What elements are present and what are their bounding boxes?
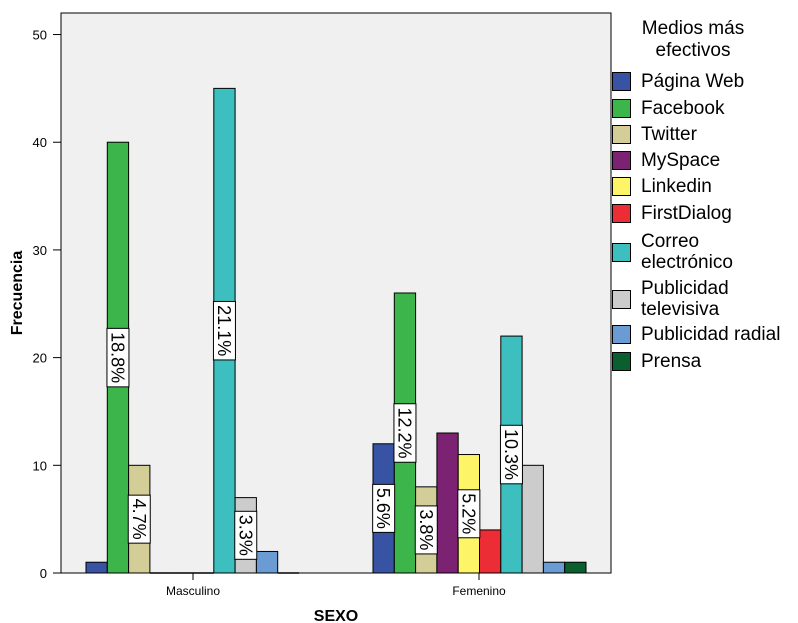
legend-swatch xyxy=(612,151,631,170)
legend-item: Linkedin xyxy=(612,176,798,197)
legend-item: FirstDialog xyxy=(612,203,798,224)
legend-label-line-1: Publicidad radial xyxy=(641,324,781,345)
legend-item: Prensa xyxy=(612,351,798,372)
legend-swatch xyxy=(612,325,631,344)
bar xyxy=(436,432,459,574)
data-label-box xyxy=(393,403,417,463)
legend-swatch xyxy=(612,72,631,91)
legend-item: Correo electrónico xyxy=(612,231,798,273)
data-label-text: 3.3% xyxy=(235,515,255,556)
data-label-text: 18.8% xyxy=(107,332,127,383)
legend-label: MySpace xyxy=(641,150,798,171)
bar xyxy=(564,561,587,574)
legend-title: Medios más efectivos xyxy=(616,18,770,62)
x-tick-label: Masculino xyxy=(166,584,220,598)
data-label-text: 5.6% xyxy=(373,488,393,529)
legend-item: Publicidad radial xyxy=(612,324,798,345)
legend-label-line-1: Correo xyxy=(641,231,700,252)
data-label-box xyxy=(414,505,438,555)
legend-swatch xyxy=(612,352,631,371)
data-label-text: 5.2% xyxy=(458,493,478,534)
data-label-text: 12.2% xyxy=(394,407,414,458)
bar xyxy=(85,561,108,574)
legend-item: Página Web xyxy=(612,71,798,92)
legend-label-line-1: Página Web xyxy=(641,71,745,92)
data-label: 10.3% xyxy=(499,424,523,485)
y-tick-label: 20 xyxy=(33,351,47,366)
data-label: 5.6% xyxy=(372,483,396,533)
legend-item: Twitter xyxy=(612,124,798,145)
legend-swatch xyxy=(612,177,631,196)
legend-label-line-1: Twitter xyxy=(641,124,697,145)
data-label-text: 21.1% xyxy=(214,305,234,356)
legend-label-line-2: televisiva xyxy=(641,299,720,320)
legend-label: Página Web xyxy=(641,71,798,92)
data-label: 3.3% xyxy=(234,510,258,560)
data-label-box xyxy=(212,300,236,361)
data-label-text: 4.7% xyxy=(129,499,149,540)
bar xyxy=(255,550,279,574)
legend-label-line-1: Publicidad xyxy=(641,278,729,299)
legend-label: FirstDialog xyxy=(641,203,798,224)
data-label-box xyxy=(372,483,396,533)
y-tick-label: 30 xyxy=(33,243,47,258)
data-label-box xyxy=(234,510,258,560)
data-label-text: 3.8% xyxy=(416,509,436,550)
data-label-text: 10.3% xyxy=(501,429,521,480)
y-tick-label: 10 xyxy=(33,458,47,473)
y-axis-title: Frecuencia xyxy=(9,251,26,336)
legend-label-line-1: Linkedin xyxy=(641,176,712,197)
data-label-box xyxy=(457,489,481,539)
legend-label-line-2: electrónico xyxy=(641,252,733,273)
data-label: 18.8% xyxy=(106,327,130,388)
legend-label: Linkedin xyxy=(641,176,798,197)
data-label: 12.2% xyxy=(393,403,417,463)
x-axis: Masculino Femenino xyxy=(166,573,506,598)
bar xyxy=(479,529,502,574)
legend-label-line-1: MySpace xyxy=(641,150,721,171)
legend-item: Publicidad televisiva xyxy=(612,278,798,320)
legend-swatch xyxy=(612,289,631,309)
legend-label: Correo electrónico xyxy=(641,231,798,273)
bar xyxy=(521,464,544,574)
legend-label-line-1: Facebook xyxy=(641,98,725,119)
x-tick-label: Femenino xyxy=(452,584,506,598)
legend-label-line-1: Prensa xyxy=(641,351,702,372)
y-axis: 0 10 20 30 40 50 xyxy=(33,28,61,581)
data-label: 4.7% xyxy=(127,494,151,544)
legend-label: Twitter xyxy=(641,124,798,145)
data-labels: 18.8% 4.7% 21.1% 3.3% 5.6% 12.2% 3.8% 5.2% 10.3% xyxy=(106,300,523,560)
legend-swatch xyxy=(612,204,631,223)
legend-label: Facebook xyxy=(641,98,798,119)
y-tick-label: 40 xyxy=(33,135,47,150)
data-label-box xyxy=(499,424,523,485)
x-axis-title: SEXO xyxy=(314,608,358,623)
legend: Medios más efectivos Página Web Facebook T… xyxy=(612,18,798,372)
y-tick-label: 50 xyxy=(33,28,47,43)
legend-title-line-1: Medios más xyxy=(641,18,745,39)
legend-item: MySpace xyxy=(612,150,798,171)
data-label-box xyxy=(106,327,130,388)
data-label-box xyxy=(127,494,151,544)
legend-swatch xyxy=(612,99,631,118)
legend-swatch xyxy=(612,242,631,262)
data-label: 3.8% xyxy=(414,505,438,555)
data-label: 5.2% xyxy=(457,489,481,539)
y-tick-label: 0 xyxy=(40,566,47,581)
legend-label-line-1: FirstDialog xyxy=(641,203,732,224)
legend-swatch xyxy=(612,125,631,144)
data-label: 21.1% xyxy=(212,300,236,361)
legend-item: Facebook xyxy=(612,98,798,119)
legend-title-line-2: efectivos xyxy=(655,40,731,61)
legend-label: Publicidad televisiva xyxy=(641,278,798,320)
bar xyxy=(542,561,566,574)
legend-label: Prensa xyxy=(641,351,798,372)
legend-label: Publicidad radial xyxy=(641,324,798,345)
